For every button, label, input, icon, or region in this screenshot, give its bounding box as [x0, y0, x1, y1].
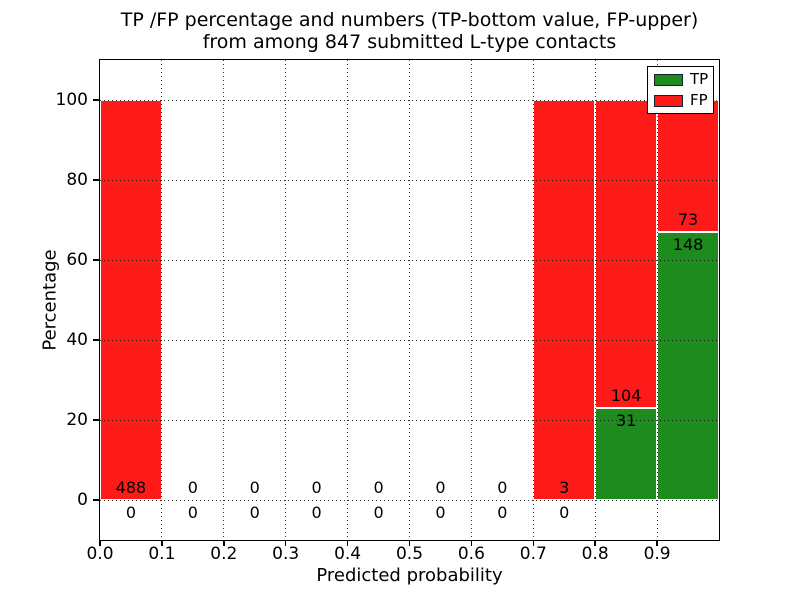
x-tick-0.9 [656, 541, 658, 546]
tp-count-label-0.6-0.7: 0 [497, 503, 508, 522]
tp-count-label-0.5-0.6: 0 [435, 503, 446, 522]
fp-legend-swatch [654, 94, 683, 107]
y-gridline-40 [100, 339, 719, 341]
tp-legend-label: TP [690, 70, 709, 88]
x-gridline-0.9 [656, 60, 658, 540]
legend-row-tp: TP [654, 72, 713, 87]
x-gridline-0.3 [285, 60, 287, 540]
bar-fp-0.8-0.9 [595, 100, 658, 409]
fp-count-label-0.3-0.4: 0 [311, 478, 322, 497]
y-tick-label-0: 0 [77, 489, 88, 510]
x-tick-label-0.6: 0.6 [457, 544, 485, 564]
x-gridline-0.8 [594, 60, 596, 540]
y-gridline-20 [100, 419, 719, 421]
x-gridline-0.7 [532, 60, 534, 540]
x-tick-0.1 [161, 541, 163, 546]
tp-count-label-0.7-0.8: 0 [559, 503, 570, 522]
x-gridline-0.1 [161, 60, 163, 540]
y-tick-100 [93, 99, 100, 101]
x-tick-0.6 [470, 541, 473, 546]
x-axis-label: Predicted probability [316, 565, 503, 586]
x-tick-label-0.0: 0.0 [86, 544, 114, 564]
bar-tp-0.9-1.0 [657, 232, 719, 500]
chart-title-line1: TP /FP percentage and numbers (TP-bottom… [120, 9, 699, 31]
x-gridline-0.5 [409, 60, 410, 540]
x-tick-0.5 [408, 541, 411, 546]
x-tick-label-0.7: 0.7 [519, 544, 547, 564]
tp-count-label-0.2-0.3: 0 [249, 503, 260, 522]
fp-count-label-0.6-0.7: 0 [497, 478, 508, 497]
x-tick-label-0.8: 0.8 [581, 544, 609, 564]
y-gridline-100 [100, 99, 719, 101]
y-gridline-60 [100, 259, 719, 261]
fp-count-label-0.5-0.6: 0 [435, 478, 446, 497]
tp-legend-swatch [654, 73, 683, 86]
x-tick-label-0.2: 0.2 [210, 544, 238, 564]
y-tick-60 [93, 259, 100, 261]
y-tick-label-80: 80 [66, 169, 88, 190]
x-tick-0.0 [99, 541, 101, 546]
y-tick-0 [93, 499, 100, 501]
x-tick-label-0.3: 0.3 [272, 544, 300, 564]
tp-count-label-0.0-0.1: 0 [125, 503, 137, 522]
tp-count-label-0.9-1.0: 148 [672, 235, 704, 255]
fp-count-label-0.0-0.1: 488 [115, 478, 147, 497]
x-tick-0.7 [532, 541, 535, 546]
tp-count-label-0.1-0.2: 0 [187, 503, 198, 522]
fp-legend-label: FP [690, 91, 708, 109]
y-tick-20 [93, 419, 100, 421]
y-tick-label-60: 60 [66, 249, 88, 270]
x-tick-label-0.5: 0.5 [395, 544, 424, 564]
bar-fp-0.0-0.1 [100, 100, 162, 500]
x-tick-0.2 [223, 541, 225, 546]
x-gridline-0.4 [347, 60, 349, 540]
x-tick-label-0.1: 0.1 [148, 544, 176, 564]
y-tick-80 [93, 179, 100, 181]
fp-count-label-0.4-0.5: 0 [373, 478, 384, 497]
y-gridline-80 [100, 179, 719, 181]
x-tick-label-0.4: 0.4 [334, 544, 362, 564]
x-tick-0.3 [284, 541, 287, 546]
tp-count-label-0.4-0.5: 0 [373, 503, 384, 522]
fp-count-label-0.8-0.9: 104 [610, 386, 642, 406]
legend-row-fp: FP [654, 93, 713, 108]
y-gridline-0 [100, 499, 719, 501]
chart-title-line2: from among 847 submitted L-type contacts [202, 31, 617, 53]
y-tick-40 [93, 339, 100, 341]
legend: TP FP [647, 66, 714, 114]
y-tick-label-40: 40 [66, 329, 88, 350]
bar-fp-0.9-1.0 [657, 100, 719, 233]
x-tick-0.8 [594, 541, 596, 546]
x-gridline-0.2 [223, 60, 225, 540]
fp-count-label-0.1-0.2: 0 [187, 478, 198, 497]
x-tick-label-0.9: 0.9 [643, 544, 671, 564]
x-tick-0.4 [346, 541, 349, 546]
x-gridline-0.6 [470, 60, 472, 540]
chart-title: TP /FP percentage and numbers (TP-bottom… [100, 9, 719, 53]
fp-count-label-0.9-1.0: 73 [677, 210, 699, 230]
plot-area: 488 0 0 0 0 0 0 0 0 0 0 0 0 0 3 0 104 31 73 148 0.0 0.1 0.2 0.3… [56, 59, 720, 564]
bar-fp-0.7-0.8 [533, 100, 596, 500]
fp-count-label-0.7-0.8: 3 [559, 478, 570, 497]
y-tick-label-100: 100 [55, 89, 88, 110]
tp-count-label-0.8-0.9: 31 [615, 411, 637, 431]
tp-count-label-0.3-0.4: 0 [311, 503, 322, 522]
y-tick-label-20: 20 [66, 409, 88, 430]
fp-count-label-0.2-0.3: 0 [249, 478, 260, 497]
